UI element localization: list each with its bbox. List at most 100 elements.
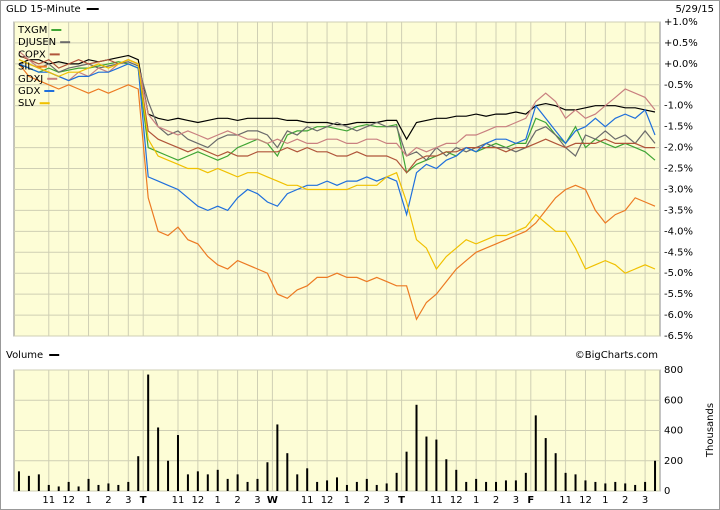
volume-bar [256,478,259,491]
x-tick-label: 11 [559,495,572,506]
interval: 15-Minute [30,4,81,15]
volume-bar [475,478,478,491]
y-tick-label: 400 [664,426,683,437]
x-tick-label: 11 [430,495,443,506]
volume-bar [316,481,319,491]
y-tick-label: +0.5% [664,38,698,49]
volume-bar [286,453,289,491]
source: ©BigCharts.com [575,350,658,361]
volume-bar [196,471,199,491]
volume-bar [465,481,468,491]
volume-bar [226,478,229,491]
volume-bar [157,427,160,491]
volume-title: Volume [6,350,43,361]
y-tick-label: -2.5% [664,164,693,175]
y-tick-label: -6.0% [664,310,693,321]
volume-bar [375,484,378,491]
volume-bar [147,374,150,491]
x-tick-label: 1 [85,495,91,506]
x-tick-label: F [527,495,534,506]
volume-bar [654,460,657,491]
volume-bar [405,451,408,491]
chart-header: GLD 15-Minute [6,4,81,15]
y-tick-label: -2.0% [664,143,693,154]
legend-label: GDX [18,86,40,97]
x-tick-label: 12 [450,495,463,506]
volume-bar [574,474,577,491]
series-line [18,63,656,217]
x-tick-label: 3 [125,495,131,506]
x-tick-label: 3 [642,495,648,506]
volume-bar [445,459,448,491]
volume-bar [236,474,239,491]
volume-bar [584,480,587,491]
y-axis-label: Thousands [705,403,716,458]
volume-bar [485,481,488,491]
volume-bar [395,472,398,491]
date: 5/29/15 [675,4,714,15]
volume-bar [504,480,507,491]
series-line [18,54,656,141]
volume-bar [634,484,637,491]
x-tick-label: 12 [579,495,592,506]
y-tick-label: 800 [664,365,683,376]
volume-bar [604,483,607,491]
volume-bar [336,477,338,491]
x-tick-label: 2 [493,495,499,506]
volume-bar [17,471,20,491]
y-tick-label: +0.0% [664,59,698,70]
volume-bar [37,474,40,491]
x-tick-label: T [140,495,147,506]
volume-bar [534,415,537,491]
volume-bar [425,436,428,491]
volume-bar [614,481,617,491]
volume-bar [415,404,418,491]
x-tick-label: W [267,495,278,506]
x-tick-label: 12 [191,495,204,506]
price-plot [13,21,661,337]
volume-bar [77,486,80,491]
volume-bar [306,468,309,491]
x-tick-label: 1 [602,495,608,506]
x-tick-label: T [398,495,405,506]
volume-bar [514,480,517,491]
x-tick-label: 12 [62,495,75,506]
y-tick-label: -5.5% [664,289,693,300]
legend-label: DJUSEN [18,37,56,48]
y-tick-label: -5.0% [664,268,693,279]
y-tick-label: 0 [664,486,670,497]
volume-bar [644,481,647,491]
x-tick-label: 3 [254,495,260,506]
volume-bar [355,481,358,491]
x-tick-label: 1 [473,495,479,506]
volume-bar [97,484,100,491]
x-tick-label: 3 [384,495,390,506]
y-tick-label: -1.0% [664,101,693,112]
volume-bar [435,439,438,491]
volume-bar [127,481,130,491]
volume-bar [27,475,30,491]
y-tick-label: 200 [664,456,683,467]
volume-bar [296,474,299,491]
volume-bar [544,438,547,491]
y-tick-label: -4.5% [664,247,693,258]
x-tick-label: 1 [344,495,350,506]
x-tick-label: 1 [215,495,221,506]
series-line [18,59,656,162]
x-tick-label: 11 [42,495,55,506]
x-tick-label: 3 [513,495,519,506]
volume-bar [554,453,557,491]
y-tick-label: -4.0% [664,226,693,237]
legend-label: TXGM [17,25,47,36]
volume-bar [47,484,50,491]
legend-label: SIL [18,62,33,73]
volume-bar [276,424,279,491]
y-tick-label: +1.0% [664,17,698,28]
y-tick-label: -0.5% [664,80,693,91]
volume-bar [385,483,388,491]
volume-bar [455,469,458,491]
volume-bar [186,474,189,491]
y-tick-label: -3.5% [664,205,693,216]
x-tick-label: 11 [301,495,314,506]
